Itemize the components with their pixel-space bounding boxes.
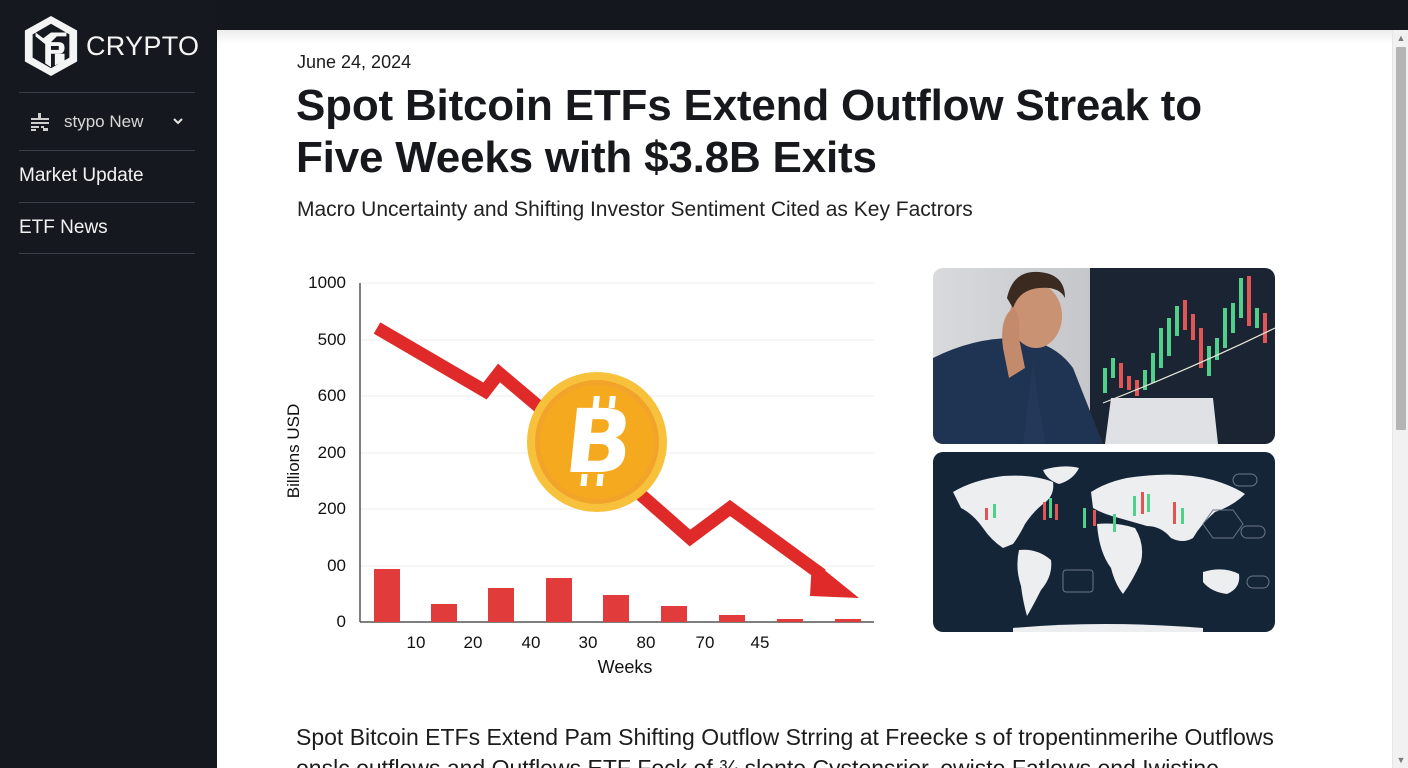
sidebar: CRYPTO stypo New Market Update ETF News — [0, 0, 216, 768]
category-dropdown[interactable]: stypo New — [19, 94, 195, 150]
x-tick: 45 — [750, 633, 770, 652]
y-tick: 200 — [317, 443, 346, 462]
trader-photo-image — [933, 268, 1275, 444]
scrollbar-thumb[interactable] — [1396, 47, 1406, 430]
y-tick: 500 — [317, 330, 346, 349]
dropdown-label: stypo New — [64, 112, 144, 131]
world-map-photo — [933, 452, 1275, 632]
y-tick: 600 — [317, 386, 346, 405]
x-tick: 80 — [636, 633, 656, 652]
scroll-down-arrow-icon[interactable]: ▼ — [1396, 755, 1406, 765]
x-tick: 70 — [695, 633, 715, 652]
x-tick: 20 — [463, 633, 483, 652]
chart-bars — [374, 569, 861, 622]
sidebar-divider — [19, 253, 195, 254]
y-axis-label: Billions USD — [284, 403, 303, 499]
article-body: Spot Bitcoin ETFs Extend Pam Shifting Ou… — [296, 722, 1296, 768]
y-tick: 1000 — [308, 273, 346, 292]
sidebar-divider — [19, 202, 195, 203]
sidebar-item-market-update[interactable]: Market Update — [19, 165, 144, 186]
article-content: June 24, 2024 Spot Bitcoin ETFs Extend O… — [217, 30, 1408, 768]
hexagon-logo-icon — [24, 16, 78, 76]
world-map-image — [933, 452, 1275, 632]
vertical-scrollbar[interactable]: ▲ ▼ — [1392, 30, 1408, 768]
trader-photo — [933, 268, 1275, 444]
x-axis-label: Weeks — [597, 657, 653, 677]
x-tick: 40 — [521, 633, 541, 652]
article-subheadline: Macro Uncertainty and Shifting Investor … — [297, 198, 973, 221]
article-date: June 24, 2024 — [297, 52, 412, 72]
sidebar-item-etf-news[interactable]: ETF News — [19, 217, 108, 238]
y-tick: 00 — [327, 556, 346, 575]
outflow-chart: B 1000 500 600 200 200 00 0 Billions USD… — [277, 270, 897, 690]
chart-canvas: B — [359, 282, 874, 623]
x-tick: 10 — [406, 633, 426, 652]
sidebar-divider — [19, 92, 195, 93]
filter-icon — [31, 113, 49, 131]
page-title: Spot Bitcoin ETFs Extend Outflow Streak … — [296, 81, 1202, 182]
brand[interactable]: CRYPTO — [22, 14, 199, 78]
chevron-down-icon — [173, 118, 183, 125]
sidebar-divider — [19, 150, 195, 151]
y-tick: 0 — [336, 612, 346, 631]
body-line: Spot Bitcoin ETFs Extend Pam Shifting Ou… — [296, 724, 1274, 750]
body-line: onslc outflows and Outflows ETF Fock of … — [296, 755, 1219, 768]
y-tick: 200 — [317, 499, 346, 518]
x-tick: 30 — [578, 633, 598, 652]
brand-name: CRYPTO — [86, 30, 200, 61]
scroll-up-arrow-icon[interactable]: ▲ — [1396, 33, 1406, 43]
bitcoin-coin-icon: B — [527, 372, 667, 512]
